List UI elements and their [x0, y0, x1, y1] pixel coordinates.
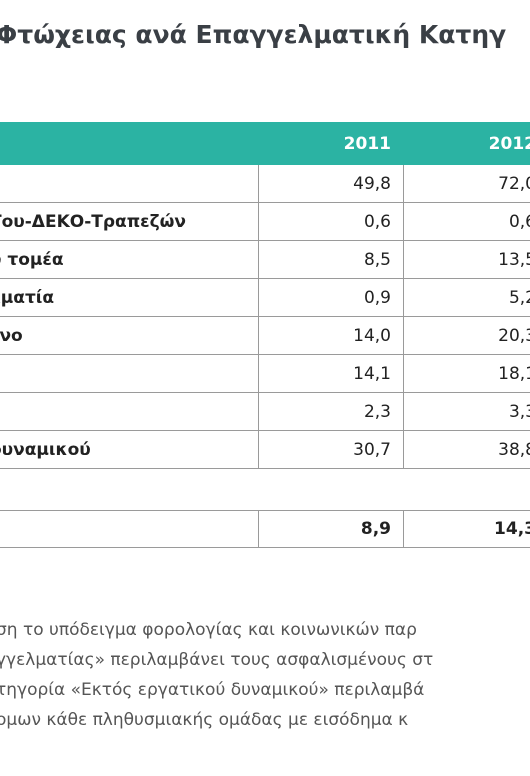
- value-cell: 8,9: [258, 510, 403, 548]
- value-cell: 8,5: [258, 241, 403, 279]
- table-row: 8,914,3: [0, 510, 530, 548]
- value-cell: 5,2: [403, 279, 530, 317]
- label-cell: [0, 393, 258, 431]
- value-cell: 13,5: [403, 241, 530, 279]
- label-cell: ύ τομέα: [0, 241, 258, 279]
- label-cell: δυναμικού: [0, 431, 258, 469]
- table-row: 49,872,0: [0, 165, 530, 203]
- table-row: 2,33,3: [0, 393, 530, 431]
- title: Φτώχειας ανά Επαγγελματική Κατηγ: [0, 20, 507, 49]
- value-cell: 49,8: [258, 165, 403, 203]
- value-cell: 38,8: [403, 431, 530, 469]
- value-cell: 0,9: [258, 279, 403, 317]
- label-cell: [0, 122, 258, 165]
- value-cell: 18,1: [403, 355, 530, 393]
- value-cell: 0,6: [258, 203, 403, 241]
- value-cell: 14,3: [403, 510, 530, 548]
- label-cell: Του-ΔΕΚΟ-Τραπεζών: [0, 203, 258, 241]
- footnote-line: τηγορία «Εκτός εργατικού δυναμικού» περι…: [0, 680, 425, 700]
- footnote-line: ομων κάθε πληθυσμιακής ομάδας με εισόδημ…: [0, 710, 409, 730]
- footnote-line: γγελματίας» περιλαμβάνει τους ασφαλισμέν…: [0, 650, 434, 670]
- label-cell: [0, 165, 258, 203]
- label-cell: ενο: [0, 317, 258, 355]
- table-row: 2011 2012: [0, 122, 530, 165]
- value-cell: 2011: [343, 133, 391, 154]
- footnote-line: ση το υπόδειγμα φορολογίας και κοινωνικώ…: [0, 620, 417, 640]
- value-cell: 14,0: [258, 317, 403, 355]
- value-cell: 0,6: [403, 203, 530, 241]
- label-cell: [0, 355, 258, 393]
- value-cell: 2,3: [258, 393, 403, 431]
- value-cell: 3,3: [403, 393, 530, 431]
- table-row: ενο14,020,3: [0, 317, 530, 355]
- value-cell: 14,1: [258, 355, 403, 393]
- label-cell: [0, 510, 258, 548]
- table-row: 14,118,1: [0, 355, 530, 393]
- value-cell: 2012: [488, 133, 530, 154]
- value-cell: 20,3: [403, 317, 530, 355]
- value-cell: 72,0: [403, 165, 530, 203]
- value-cell: 30,7: [258, 431, 403, 469]
- label-cell: λματία: [0, 279, 258, 317]
- table-row: λματία0,95,2: [0, 279, 530, 317]
